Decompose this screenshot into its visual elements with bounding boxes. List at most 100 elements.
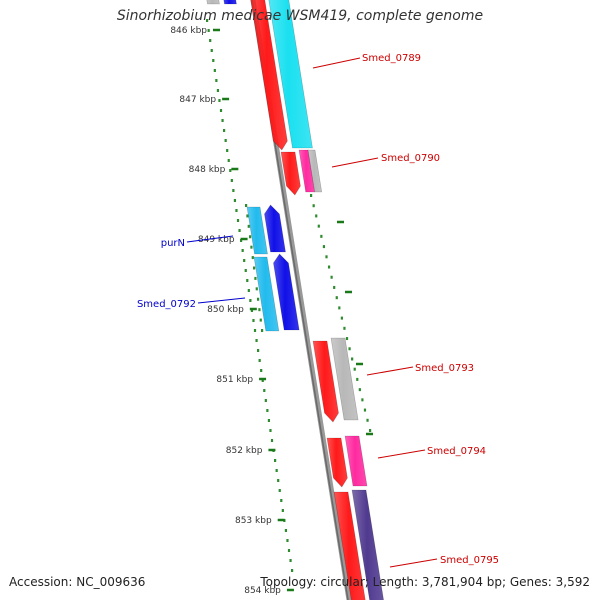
- gene-feature: [344, 435, 368, 487]
- reverse-guide-dot: [253, 266, 256, 270]
- gene-label: Smed_0790: [381, 153, 440, 164]
- tick-label: 854 kbp: [244, 586, 281, 596]
- gene-feature: [223, 0, 237, 5]
- gene-leader-line: [331, 157, 379, 168]
- gene-leader-line: [197, 297, 246, 304]
- left-guide-dot: [253, 329, 257, 332]
- gene-label: purN: [161, 238, 185, 249]
- reverse-guide-dot: [259, 318, 262, 322]
- tick-label: 853 kbp: [235, 516, 272, 526]
- gene-feature: [246, 206, 268, 255]
- left-guide-dot: [255, 339, 258, 342]
- left-guide-dot: [252, 319, 255, 322]
- reverse-guide-dot: [258, 308, 261, 312]
- left-guide-dot: [206, 19, 209, 22]
- left-guide-dot: [286, 539, 289, 542]
- gene-feature: [264, 204, 286, 253]
- reverse-guide-dot: [254, 276, 257, 280]
- left-guide-dot: [249, 299, 252, 302]
- right-guide-dot: [351, 357, 354, 361]
- left-guide-dot: [238, 229, 241, 232]
- gene-feature: [250, 0, 288, 151]
- left-guide-dot: [257, 349, 260, 352]
- accession-label: Accession: NC_009636: [9, 575, 146, 589]
- right-guide-dot: [353, 367, 356, 371]
- left-guide-dot: [212, 59, 215, 62]
- left-guide-dot: [260, 369, 263, 372]
- reverse-guide-dot: [261, 329, 264, 332]
- gene-feature: [351, 489, 384, 600]
- right-guide-dot: [312, 204, 315, 208]
- left-guide-dot: [269, 429, 272, 432]
- left-guide-dot: [230, 179, 233, 182]
- left-guide-dot: [278, 489, 281, 492]
- gene-feature: [280, 151, 301, 196]
- reverse-guide-dot: [257, 297, 260, 301]
- right-guide-dot: [333, 285, 336, 289]
- gene-leader-line: [389, 558, 438, 568]
- left-guide-dot: [218, 99, 221, 102]
- left-guide-dot: [219, 109, 223, 112]
- gene-feature: [268, 0, 313, 149]
- left-guide-dot: [281, 509, 284, 512]
- reverse-guide-dot: [246, 214, 249, 218]
- left-guide-dot: [207, 29, 210, 32]
- gene-label: Smed_0794: [427, 446, 486, 457]
- right-guide-dot: [356, 377, 359, 381]
- right-guide-dot: [310, 194, 313, 197]
- gene-feature: [253, 256, 280, 332]
- left-guide-dot: [284, 529, 288, 532]
- left-guide-dot: [277, 479, 280, 482]
- right-guide-dot: [343, 326, 346, 330]
- left-guide-dot: [210, 49, 213, 52]
- reverse-guide-dot: [255, 287, 258, 291]
- left-guide-dot: [243, 259, 246, 262]
- gene-leader-line: [186, 235, 234, 243]
- left-guide-dot: [289, 559, 292, 562]
- right-guide-dot: [369, 429, 372, 432]
- gene-feature: [206, 0, 220, 5]
- right-guide-dot: [348, 347, 351, 351]
- left-guide-dot: [250, 309, 254, 312]
- left-guide-dot: [247, 289, 250, 292]
- right-guide-dot: [340, 316, 343, 320]
- right-guide-dot: [363, 408, 367, 412]
- left-guide-dot: [229, 169, 232, 172]
- right-guide-dot: [361, 398, 364, 402]
- gene-leader-line: [312, 57, 361, 69]
- left-guide-dot: [275, 469, 278, 472]
- right-guide-dot: [322, 245, 326, 249]
- gene-label: Smed_0793: [415, 363, 474, 374]
- left-guide-dot: [261, 379, 264, 382]
- reverse-guide-dot: [251, 256, 254, 260]
- topology-label: Topology: circular; Length: 3,781,904 bp…: [260, 575, 590, 589]
- left-guide-dot: [263, 389, 266, 392]
- left-guide-dot: [223, 129, 226, 132]
- left-guide-dot: [233, 199, 237, 202]
- left-guide-dot: [240, 239, 243, 242]
- gene-label: Smed_0795: [440, 555, 499, 566]
- left-guide-dot: [270, 439, 274, 442]
- left-guide-dot: [224, 139, 227, 142]
- left-guide-dot: [226, 149, 229, 152]
- left-guide-dot: [221, 119, 224, 122]
- left-guide-dot: [280, 499, 283, 502]
- reverse-guide-dot: [247, 224, 250, 228]
- genome-title: Sinorhizobium medicae WSM419, complete g…: [116, 8, 484, 24]
- left-guide-dot: [235, 209, 238, 212]
- left-guide-dot: [287, 549, 291, 552]
- left-guide-dot: [244, 269, 247, 272]
- left-guide-dot: [266, 409, 269, 412]
- right-guide-dot: [345, 337, 349, 341]
- left-guide-dot: [236, 219, 240, 222]
- gene-leader-line: [377, 449, 426, 459]
- gene-feature: [312, 340, 339, 423]
- left-guide-dot: [267, 419, 271, 422]
- left-guide-dot: [216, 89, 220, 92]
- right-guide-dot: [358, 388, 361, 392]
- left-guide-dot: [213, 69, 216, 72]
- tick-label: 850 kbp: [207, 305, 244, 315]
- right-guide-dot: [338, 306, 341, 310]
- left-guide-dot: [227, 159, 230, 162]
